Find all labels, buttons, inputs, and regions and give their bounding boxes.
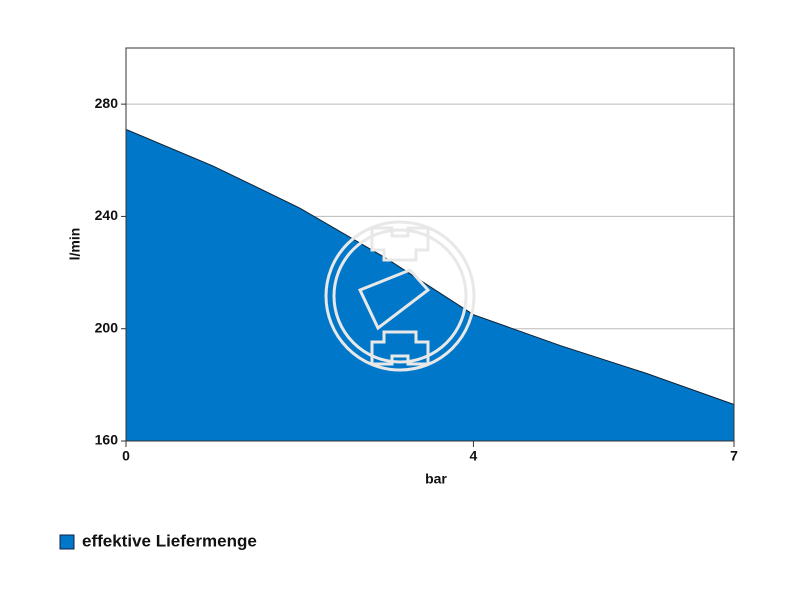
y-tick-label: 280 <box>95 95 119 111</box>
plot: 160 200 240 280 0 4 7 <box>95 47 738 464</box>
x-tick-label: 7 <box>730 448 738 464</box>
area-line <box>125 128 735 405</box>
plot-border <box>125 47 735 442</box>
legend-label: effektive Liefermenge <box>82 531 257 550</box>
x-axis-label: bar <box>425 471 447 487</box>
area <box>126 129 734 441</box>
y-axis-label: l/min <box>67 228 83 261</box>
y-tick-label: 200 <box>95 319 119 335</box>
x-tick-label: 0 <box>122 448 130 464</box>
watermark <box>324 220 476 372</box>
y-tick-label: 160 <box>95 432 119 448</box>
y-tick-label: 240 <box>95 207 119 223</box>
x-tick-label: 4 <box>470 448 478 464</box>
legend-swatch <box>59 534 75 550</box>
